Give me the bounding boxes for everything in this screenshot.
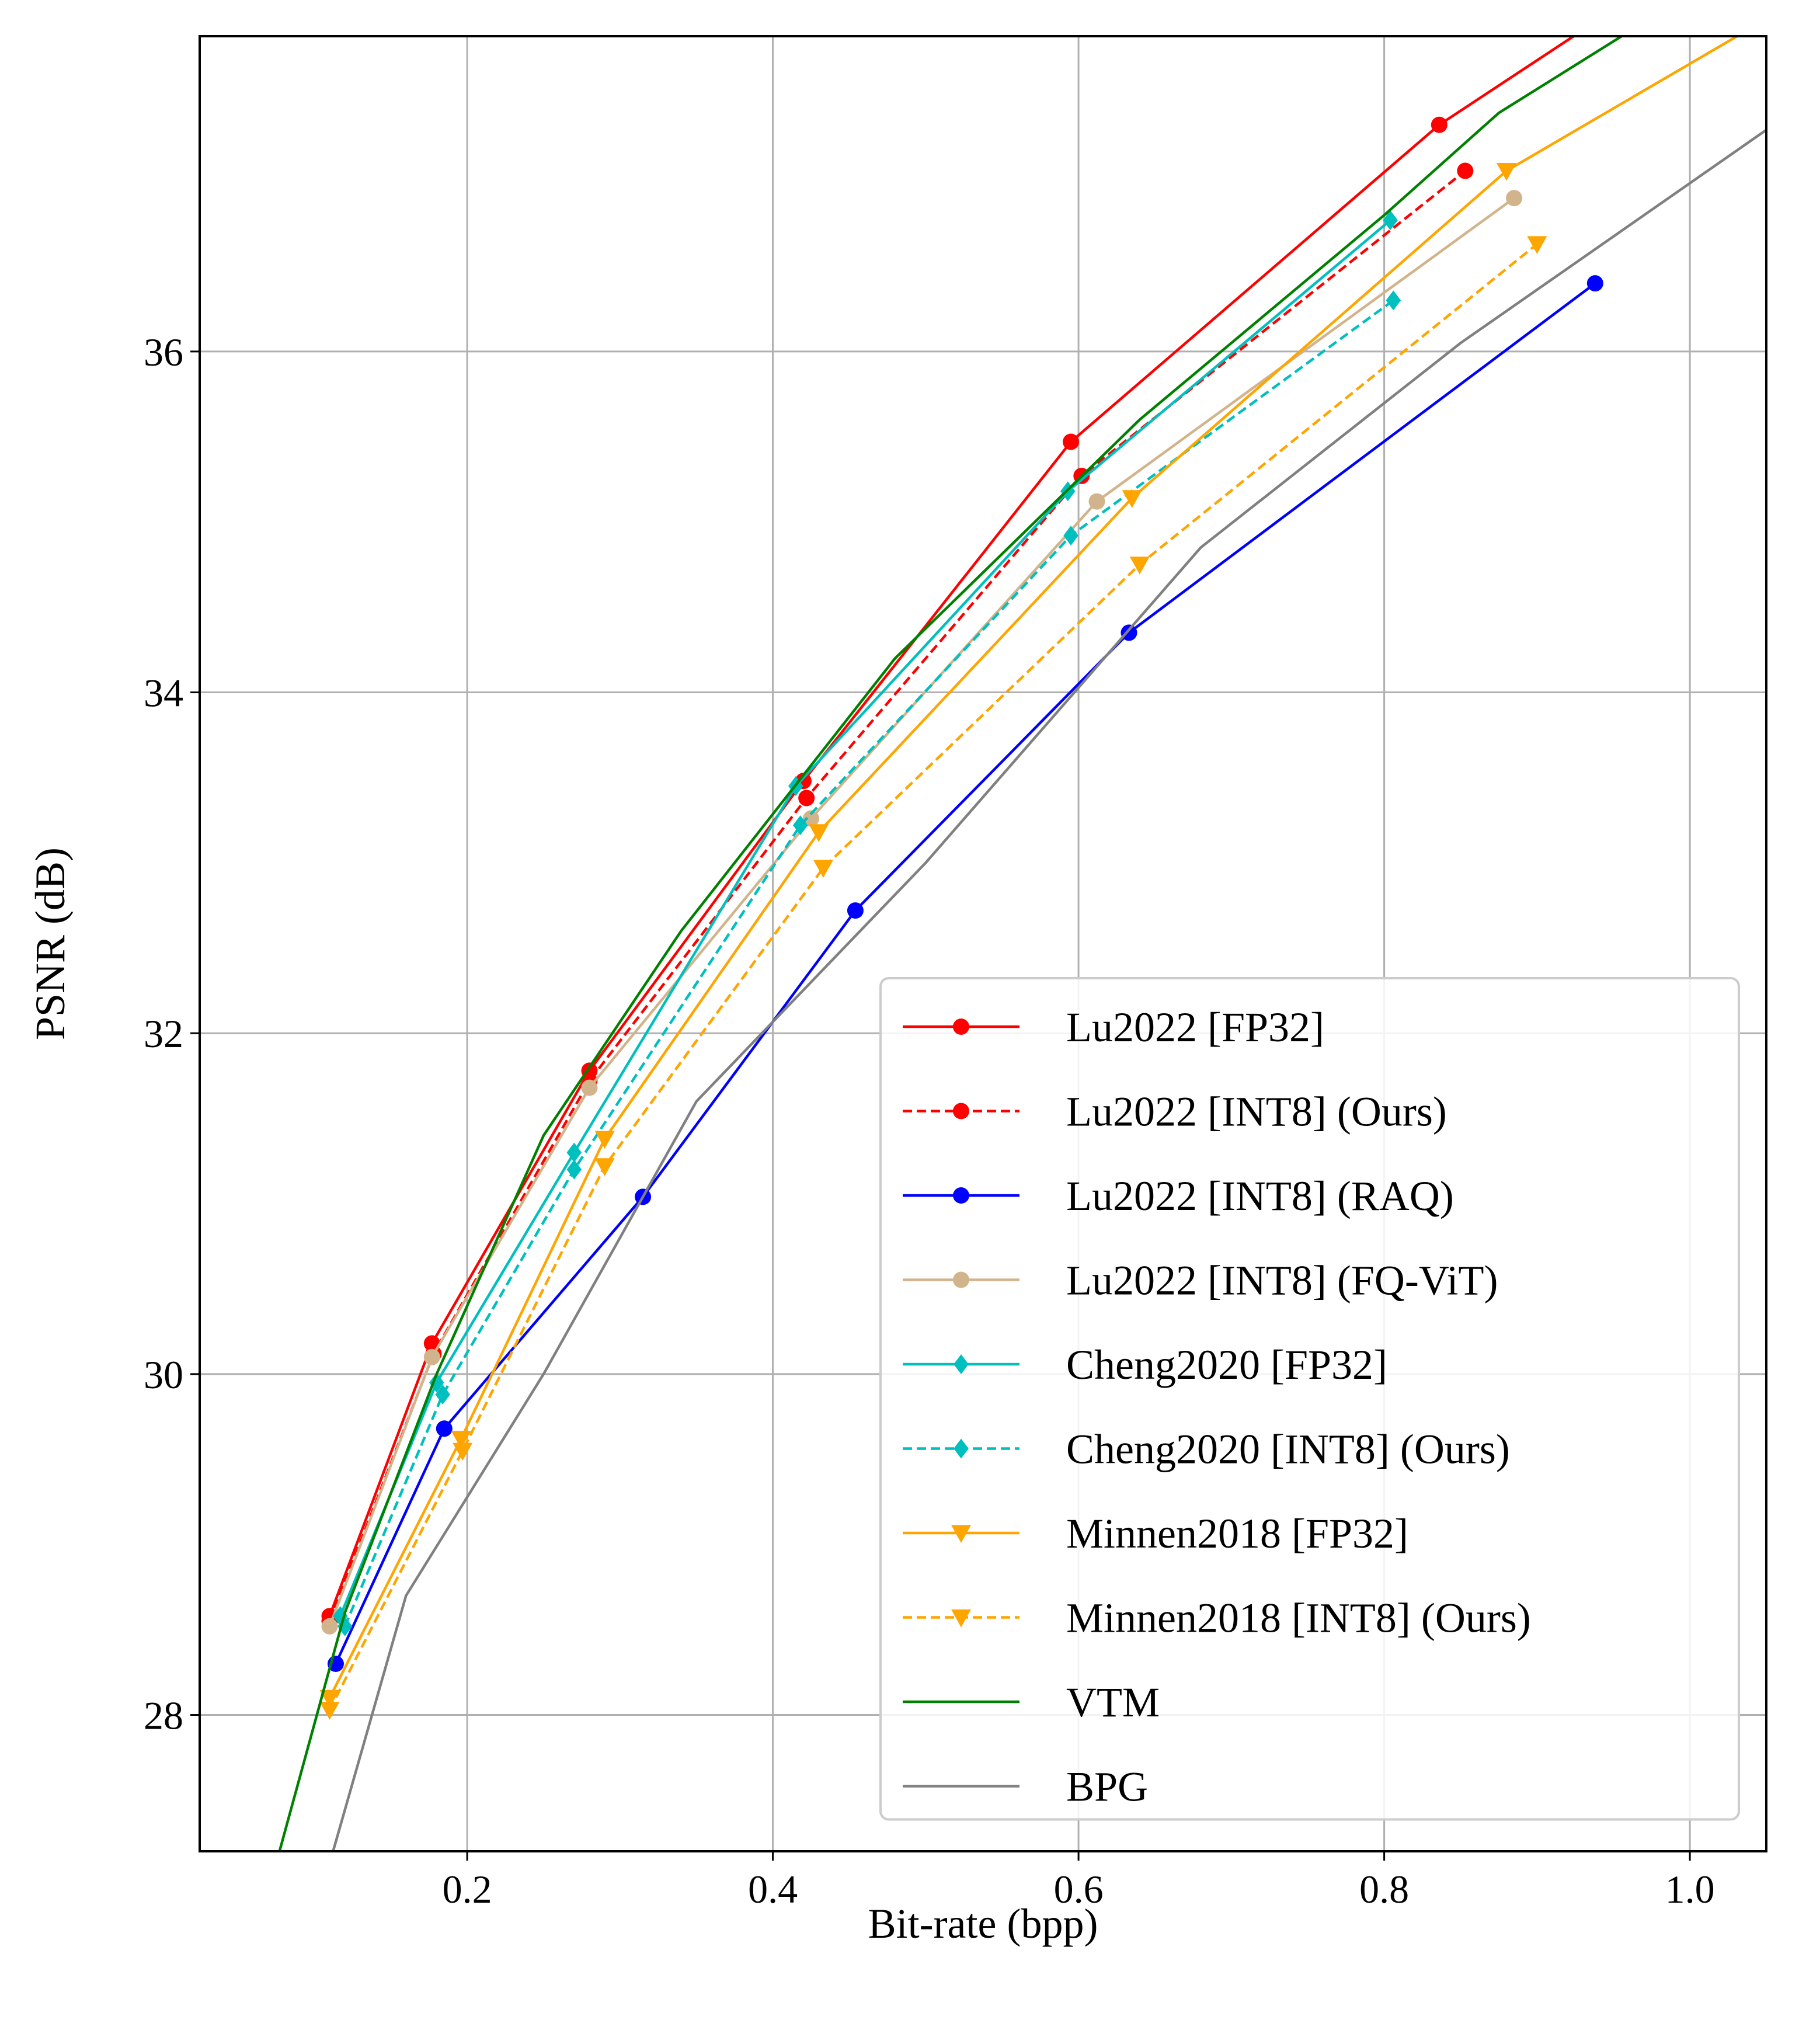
series-line — [278, 36, 1624, 1851]
data-point — [566, 1159, 582, 1180]
legend-item: Lu2022 [INT8] (RAQ) — [903, 1173, 1454, 1219]
data-point — [847, 902, 864, 919]
data-point — [1129, 557, 1150, 575]
data-point — [1586, 275, 1603, 292]
legend-item: Minnen2018 [INT8] (Ours) — [903, 1595, 1531, 1642]
data-point — [423, 1348, 440, 1365]
legend-item: Cheng2020 [INT8] (Ours) — [903, 1426, 1510, 1473]
data-point — [1457, 162, 1474, 179]
series-9 — [332, 128, 1766, 1851]
legend-label: Cheng2020 [INT8] (Ours) — [1066, 1426, 1510, 1473]
data-point — [1386, 290, 1401, 311]
data-point — [792, 815, 808, 836]
x-tick-label: 0.4 — [748, 1867, 798, 1911]
series-8 — [278, 36, 1624, 1851]
legend-label: BPG — [1066, 1764, 1148, 1810]
x-tick-label: 1.0 — [1665, 1867, 1715, 1911]
data-point — [1497, 162, 1517, 181]
data-point — [803, 810, 820, 827]
y-tick-label: 34 — [144, 671, 183, 715]
y-tick-label: 32 — [144, 1011, 183, 1056]
legend-marker — [954, 1438, 969, 1459]
data-point — [581, 1079, 598, 1096]
data-point — [1383, 210, 1398, 231]
legend-marker — [953, 1187, 969, 1204]
data-point — [1506, 190, 1523, 207]
data-point — [809, 824, 829, 842]
data-point — [1088, 493, 1105, 510]
data-point — [1527, 236, 1547, 255]
x-tick-label: 0.6 — [1054, 1867, 1104, 1911]
data-point — [1063, 433, 1080, 450]
data-point — [594, 1158, 615, 1176]
legend-label: Lu2022 [FP32] — [1066, 1004, 1324, 1051]
series-5 — [337, 290, 1401, 1636]
legend-label: Lu2022 [INT8] (RAQ) — [1066, 1173, 1454, 1219]
data-point — [319, 1690, 340, 1708]
data-point — [813, 860, 833, 878]
series-7 — [319, 236, 1547, 1720]
data-point — [1121, 624, 1137, 641]
data-point — [436, 1420, 453, 1437]
data-point — [321, 1618, 338, 1635]
legend-item: Lu2022 [INT8] (Ours) — [903, 1089, 1447, 1135]
y-tick-label: 28 — [144, 1694, 183, 1738]
legend-item: VTM — [903, 1679, 1160, 1726]
legend-label: Minnen2018 [INT8] (Ours) — [1066, 1595, 1531, 1642]
series-line — [343, 299, 1394, 1627]
legend-label: VTM — [1066, 1679, 1160, 1726]
legend-label: Lu2022 [INT8] (FQ-ViT) — [1066, 1257, 1498, 1304]
data-point — [594, 1131, 615, 1149]
legend-box — [879, 977, 1740, 1821]
legend-item: Cheng2020 [FP32] — [903, 1341, 1387, 1388]
y-tick-label: 30 — [144, 1353, 183, 1397]
legend-marker — [953, 1271, 969, 1288]
legend-marker — [951, 1609, 971, 1628]
legend-label: Minnen2018 [FP32] — [1066, 1510, 1408, 1557]
x-tick-label: 0.2 — [443, 1867, 492, 1911]
data-point — [798, 790, 815, 807]
plot-frame — [199, 35, 1767, 1852]
y-axis-label: PSNR (dB) — [27, 847, 74, 1040]
data-point — [566, 1142, 582, 1163]
series-line — [332, 128, 1766, 1851]
legend: Lu2022 [FP32] Lu2022 [INT8] (Ours) Lu2022 … — [879, 977, 1740, 1821]
legend-item: Lu2022 [INT8] (FQ-ViT) — [903, 1257, 1498, 1304]
legend-marker — [954, 1354, 969, 1374]
data-point — [453, 1442, 473, 1461]
legend-marker — [953, 1103, 969, 1120]
data-point — [451, 1431, 471, 1449]
data-point — [1063, 526, 1078, 546]
series-2 — [327, 275, 1603, 1672]
series-line — [328, 243, 1538, 1711]
x-tick-label: 0.8 — [1359, 1867, 1409, 1911]
x-axis-label: Bit-rate (bpp) — [868, 1900, 1098, 1947]
legend-item: Lu2022 [FP32] — [903, 1004, 1324, 1051]
series-line — [339, 219, 1391, 1617]
data-point — [319, 1702, 340, 1720]
data-point — [435, 1384, 450, 1405]
series-line — [328, 197, 1515, 1627]
axis-ticks: 0.2 0.4 0.6 0.8 1.0 28 30 32 34 36 — [144, 330, 1715, 1911]
legend-item: Minnen2018 [FP32] — [903, 1510, 1408, 1557]
y-tick-label: 36 — [144, 330, 183, 374]
series-6 — [319, 36, 1740, 1708]
plot-series — [278, 36, 1766, 1851]
data-point — [1431, 116, 1447, 133]
series-3 — [321, 190, 1523, 1635]
legend-marker — [951, 1525, 971, 1543]
legend-label: Cheng2020 [FP32] — [1066, 1341, 1387, 1388]
legend-item: BPG — [903, 1764, 1148, 1810]
legend-label: Lu2022 [INT8] (Ours) — [1066, 1089, 1447, 1135]
data-point — [429, 1372, 444, 1393]
legend-marker — [953, 1018, 969, 1035]
series-line — [334, 282, 1596, 1664]
data-point — [1122, 490, 1142, 508]
